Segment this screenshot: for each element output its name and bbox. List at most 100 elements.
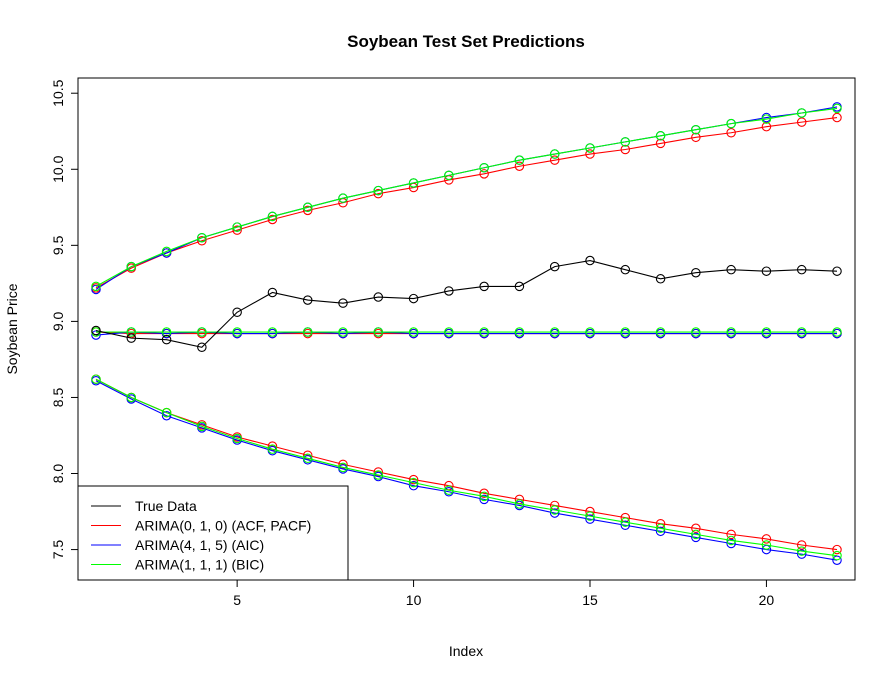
data-point xyxy=(691,523,701,534)
y-tick-label: 9.0 xyxy=(50,311,66,331)
data-point xyxy=(726,327,736,337)
data-point xyxy=(796,117,807,127)
data-point xyxy=(232,327,242,337)
data-point xyxy=(267,211,278,222)
series-arima111_lower xyxy=(91,374,842,561)
series-arima010_mean xyxy=(91,327,842,339)
data-point xyxy=(514,499,525,509)
data-point xyxy=(302,295,313,305)
data-point xyxy=(761,114,772,124)
data-point xyxy=(232,307,242,318)
series-arima111_upper xyxy=(91,103,842,292)
data-point xyxy=(408,293,419,304)
data-point xyxy=(267,444,278,454)
legend-label: ARIMA(4, 1, 5) (AIC) xyxy=(135,537,264,553)
data-point xyxy=(232,222,242,232)
data-point xyxy=(832,112,842,123)
data-point xyxy=(338,193,348,203)
x-tick-label: 15 xyxy=(582,592,598,608)
data-point xyxy=(338,298,348,308)
data-point xyxy=(726,529,736,540)
series-layer xyxy=(91,102,842,565)
series-line-arima111_lower xyxy=(95,378,838,557)
data-point xyxy=(373,292,384,302)
data-point xyxy=(796,546,807,556)
series-true xyxy=(91,255,842,353)
data-point xyxy=(549,261,560,272)
data-point xyxy=(832,266,842,276)
data-point xyxy=(302,205,313,216)
data-point xyxy=(197,236,207,246)
x-tick-label: 20 xyxy=(759,592,775,608)
series-line-arima415_lower xyxy=(95,380,838,561)
data-point xyxy=(832,550,842,561)
data-point xyxy=(161,407,172,418)
data-point xyxy=(126,261,137,272)
data-point xyxy=(161,410,172,421)
data-point xyxy=(726,118,736,129)
data-point xyxy=(585,327,595,337)
data-point xyxy=(126,392,137,403)
data-point xyxy=(373,185,384,196)
data-point xyxy=(126,327,137,337)
data-point xyxy=(126,333,137,343)
x-axis-label: Index xyxy=(449,643,483,659)
legend-label: ARIMA(1, 1, 1) (BIC) xyxy=(135,557,264,573)
legend: True Data ARIMA(0, 1, 0) (ACF, PACF) ARIMA… xyxy=(77,485,349,581)
legend-label: ARIMA(0, 1, 0) (ACF, PACF) xyxy=(135,518,311,534)
data-point xyxy=(232,433,242,444)
data-point xyxy=(197,232,207,243)
data-point xyxy=(655,138,666,149)
data-point xyxy=(620,517,631,527)
data-point xyxy=(761,121,772,132)
y-tick-label: 8.5 xyxy=(50,388,66,408)
data-point xyxy=(91,281,101,292)
data-point xyxy=(761,327,772,337)
data-point xyxy=(691,327,701,337)
series-line-true xyxy=(95,259,838,348)
data-point xyxy=(726,128,736,138)
data-point xyxy=(408,474,419,485)
plot-frame xyxy=(77,77,856,581)
data-point xyxy=(691,529,701,540)
data-point xyxy=(691,124,701,135)
series-line-arima111_upper xyxy=(95,107,838,287)
data-point xyxy=(373,188,384,199)
data-point xyxy=(232,225,242,235)
data-point xyxy=(444,485,454,495)
data-point xyxy=(408,477,419,488)
data-point xyxy=(761,540,772,550)
data-point xyxy=(832,544,842,555)
y-tick-label: 10.0 xyxy=(50,155,66,182)
series-line-arima415_upper xyxy=(95,106,838,290)
series-line-arima010_upper xyxy=(95,117,838,289)
data-point xyxy=(620,520,631,530)
data-point xyxy=(338,327,348,337)
series-arima415_upper xyxy=(91,102,842,295)
series-arima111_mean xyxy=(91,327,842,337)
data-point xyxy=(585,511,595,521)
data-point xyxy=(514,281,525,292)
data-point xyxy=(408,327,419,337)
data-point xyxy=(832,327,842,337)
y-axis-label: Soybean Price xyxy=(4,283,20,374)
data-point xyxy=(479,488,489,499)
data-point xyxy=(549,508,560,518)
data-point xyxy=(444,327,454,337)
data-point xyxy=(408,480,419,491)
y-tick-label: 9.5 xyxy=(50,235,66,255)
data-point xyxy=(655,523,666,534)
data-point xyxy=(549,327,560,337)
data-point xyxy=(620,144,631,155)
data-point xyxy=(655,327,666,337)
data-point xyxy=(197,342,207,353)
data-point xyxy=(726,538,736,549)
data-point xyxy=(267,287,278,298)
data-point xyxy=(479,327,489,337)
data-point xyxy=(655,131,666,141)
data-point xyxy=(726,264,736,275)
data-point xyxy=(161,334,172,345)
series-line-arima010_lower xyxy=(95,378,838,551)
data-point xyxy=(549,149,560,159)
data-point xyxy=(267,214,278,225)
